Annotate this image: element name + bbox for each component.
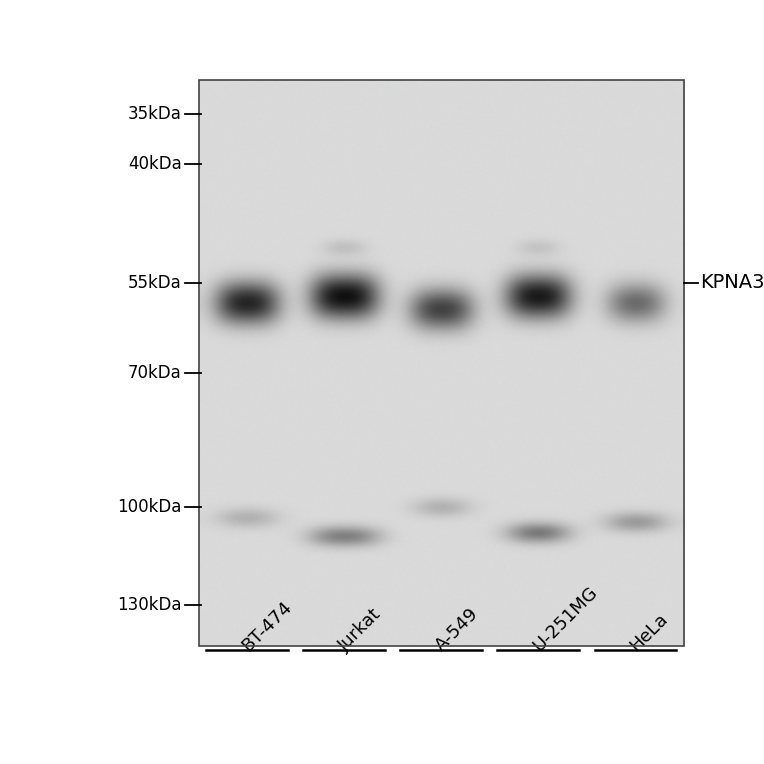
Text: Jurkat: Jurkat	[335, 605, 385, 655]
Text: 35kDa: 35kDa	[128, 105, 182, 123]
Text: 130kDa: 130kDa	[118, 596, 182, 613]
Text: 70kDa: 70kDa	[128, 364, 182, 382]
Text: 40kDa: 40kDa	[128, 155, 182, 173]
Text: U-251MG: U-251MG	[529, 583, 601, 655]
Text: BT-474: BT-474	[238, 597, 296, 655]
Text: HeLa: HeLa	[626, 610, 672, 655]
Text: A-549: A-549	[432, 604, 483, 655]
Text: 100kDa: 100kDa	[118, 497, 182, 516]
Text: KPNA3: KPNA3	[701, 274, 764, 293]
Text: 55kDa: 55kDa	[128, 274, 182, 292]
Bar	[199, 80, 684, 646]
